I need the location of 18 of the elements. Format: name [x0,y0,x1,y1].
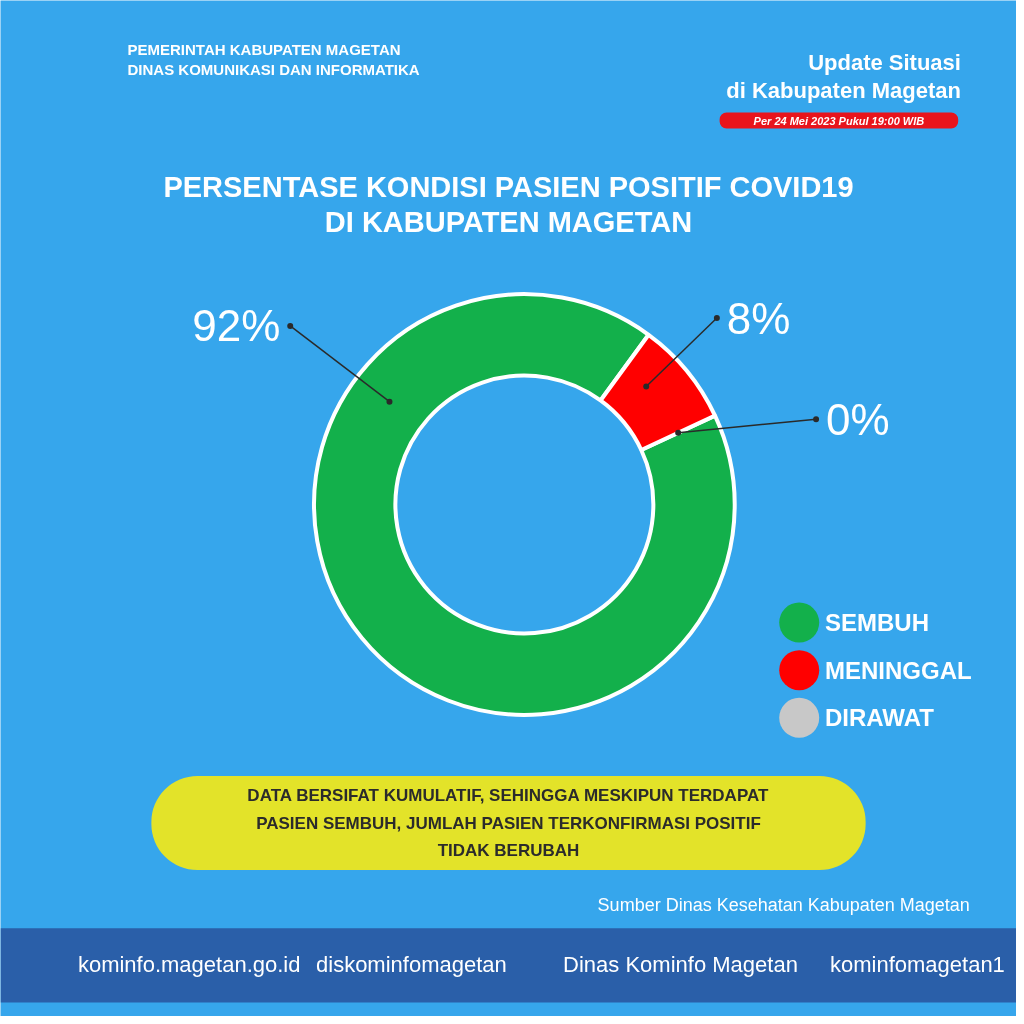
legend-label: DIRAWAT [825,704,935,732]
legend-label: MENINGGAL [825,656,972,684]
text: di Kabupaten Magetan [726,78,961,104]
text: DATA BERSIFAT KUMULATIF, SEHINGGA MESKIPUN TERDAPAT PASIEN SEMBUH, JUMLAH PASIEN TERKONFIRMASI POSITIF TIDAK BERUBAH [247,785,769,861]
text: Per 24 Mei 2023 Pukul 19:00 WIB [753,114,925,127]
chart-title: PERSENTASE KONDISI PASIEN POSITIF COVID19 DI KABUPATEN MAGETAN [163,171,854,239]
legend-label: SEMBUH [825,609,930,637]
text: Update Situasi [808,49,961,75]
text: kominfomagetan1 [829,952,1005,978]
text: 0% [826,394,890,444]
data-label: 92% [192,301,281,351]
text: diskominfomagetan [316,952,507,978]
text: Dinas Kominfo Magetan [563,952,798,978]
data-label: 8% [726,293,791,343]
text: DINAS KOMUNIKASI DAN INFORMATIKA [127,61,420,79]
text: Sumber Dinas Kesehatan Kabupaten Magetan [597,895,970,916]
text: PEMERINTAH KABUPATEN MAGETAN [127,40,401,58]
text: kominfo.magetan.go.id [77,952,301,978]
